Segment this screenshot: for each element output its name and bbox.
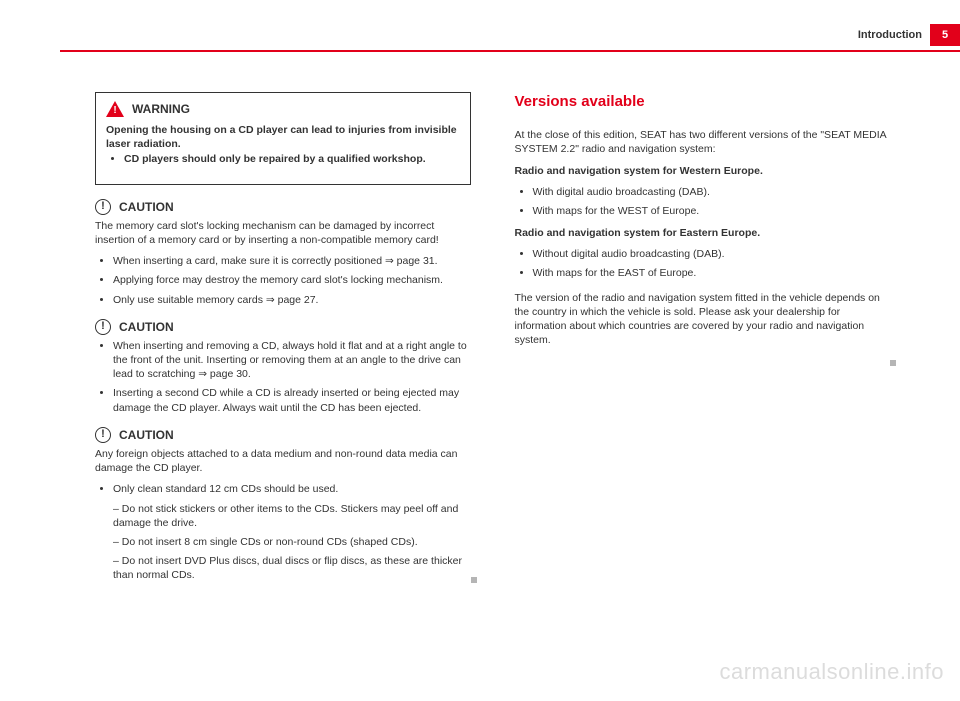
list-item: Without digital audio broadcasting (DAB)…	[533, 247, 891, 261]
list-item: Applying force may destroy the memory ca…	[113, 273, 471, 287]
intro-paragraph: At the close of this edition, SEAT has t…	[515, 128, 891, 156]
list-item: Only use suitable memory cards ⇒ page 27…	[113, 293, 471, 307]
list-item: With maps for the EAST of Europe.	[533, 266, 891, 280]
caution-heading: ! CAUTION	[95, 199, 471, 215]
content-columns: WARNING Opening the housing on a CD play…	[95, 92, 890, 587]
warning-box: WARNING Opening the housing on a CD play…	[95, 92, 471, 185]
section-label: Introduction	[858, 28, 922, 43]
watermark: carmanualsonline.info	[719, 657, 944, 687]
group-bullets: With digital audio broadcasting (DAB). W…	[515, 185, 891, 218]
end-mark-icon	[471, 577, 477, 583]
warning-bullets: CD players should only be repaired by a …	[106, 152, 460, 166]
outro-paragraph: The version of the radio and navigation …	[515, 291, 891, 348]
list-item: Do not insert DVD Plus discs, dual discs…	[113, 554, 471, 582]
warning-heading: WARNING	[106, 101, 460, 117]
caution-heading: ! CAUTION	[95, 319, 471, 335]
end-mark-icon	[890, 360, 896, 366]
list-item: Do not stick stickers or other items to …	[113, 502, 471, 530]
list-item: When inserting and removing a CD, always…	[113, 339, 471, 382]
caution-circle-icon: !	[95, 427, 111, 443]
group-bullets: Without digital audio broadcasting (DAB)…	[515, 247, 891, 280]
list-item: Inserting a second CD while a CD is alre…	[113, 386, 471, 414]
warning-body: Opening the housing on a CD player can l…	[106, 123, 460, 151]
caution-circle-icon: !	[95, 319, 111, 335]
group-title: Radio and navigation system for Western …	[515, 164, 891, 178]
caution-circle-icon: !	[95, 199, 111, 215]
header-rule	[60, 50, 960, 52]
list-item: Do not insert 8 cm single CDs or non-rou…	[113, 535, 471, 549]
caution-body: Any foreign objects attached to a data m…	[95, 447, 471, 475]
caution-title: CAUTION	[119, 199, 174, 215]
page-number-tab: 5	[930, 24, 960, 46]
caution-heading: ! CAUTION	[95, 427, 471, 443]
warning-triangle-icon	[106, 101, 124, 117]
caution-bullets: When inserting a card, make sure it is c…	[95, 254, 471, 307]
caution-bullets: Only clean standard 12 cm CDs should be …	[95, 482, 471, 496]
warning-title: WARNING	[132, 101, 190, 117]
versions-heading: Versions available	[515, 92, 891, 112]
caution-body: The memory card slot's locking mechanism…	[95, 219, 471, 247]
list-item: Only clean standard 12 cm CDs should be …	[113, 482, 471, 496]
list-item: With maps for the WEST of Europe.	[533, 204, 891, 218]
group-title: Radio and navigation system for Eastern …	[515, 226, 891, 240]
list-item: CD players should only be repaired by a …	[124, 152, 460, 166]
right-column: Versions available At the close of this …	[515, 92, 891, 587]
caution-sublist: Do not stick stickers or other items to …	[95, 502, 471, 583]
caution-title: CAUTION	[119, 427, 174, 443]
left-column: WARNING Opening the housing on a CD play…	[95, 92, 471, 587]
page-number: 5	[942, 28, 948, 43]
caution-bullets: When inserting and removing a CD, always…	[95, 339, 471, 415]
list-item: With digital audio broadcasting (DAB).	[533, 185, 891, 199]
list-item: When inserting a card, make sure it is c…	[113, 254, 471, 268]
caution-title: CAUTION	[119, 319, 174, 335]
